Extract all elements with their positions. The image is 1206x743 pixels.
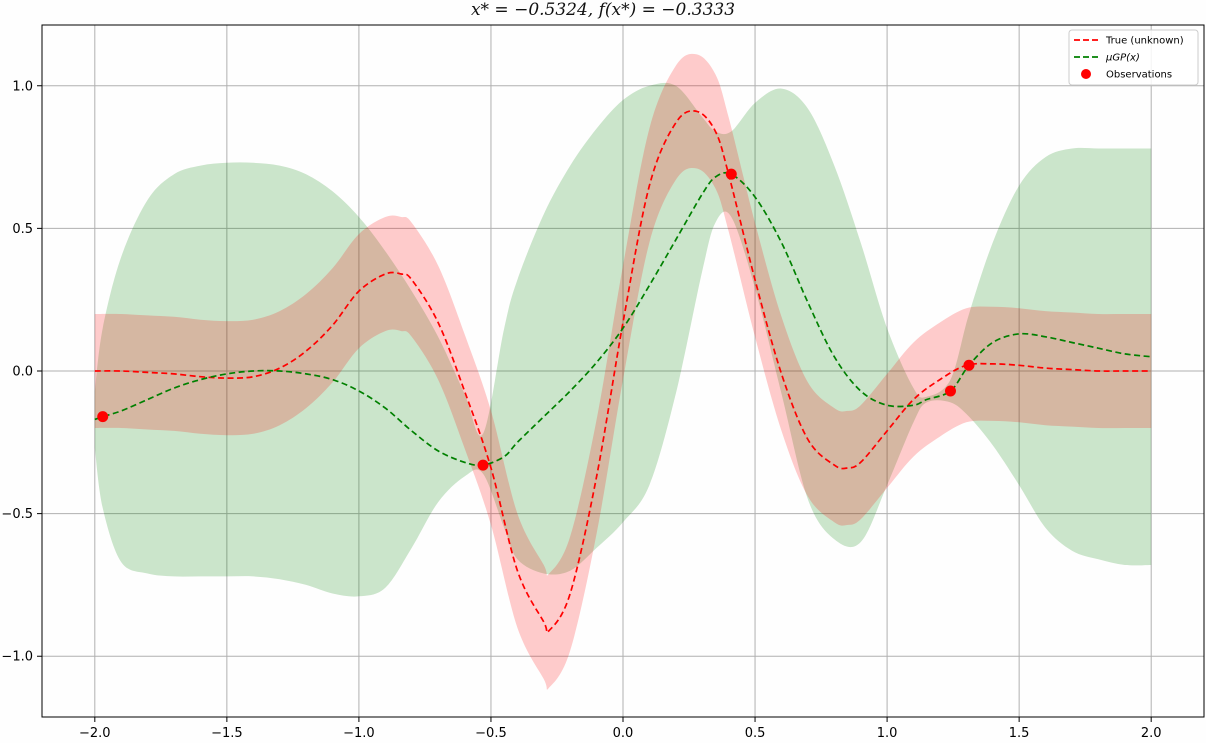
legend-label: True (unknown) — [1105, 36, 1184, 47]
gp-mean-line — [94, 171, 1152, 467]
y-tick-label: 0.0 — [12, 365, 33, 380]
x-tick-label: 0.5 — [745, 726, 766, 739]
observation-point — [963, 359, 975, 371]
observation-point — [725, 168, 737, 180]
y-tick-label: −0.5 — [1, 507, 33, 522]
x-tick-label: 0.0 — [613, 726, 634, 739]
uncertainty-bands — [94, 53, 1152, 690]
y-axis-ticks: −1.0 −0.5 0.0 0.5 1.0 — [1, 79, 42, 665]
x-tick-label: −1.0 — [343, 726, 375, 739]
observation-point — [97, 411, 109, 423]
observation-points — [97, 168, 975, 471]
x-axis-ticks: −2.0 −1.5 −1.0 −0.5 0.0 0.5 1.0 1.5 2.0 — [79, 717, 1162, 741]
x-tick-label: −1.5 — [211, 726, 243, 739]
legend-box — [1068, 29, 1199, 86]
legend: True (unknown) μGP(x) Observations — [1068, 29, 1199, 86]
gp-confidence-band — [94, 82, 1152, 597]
observation-point — [477, 459, 489, 471]
true-function-band — [94, 53, 1152, 690]
observation-point — [944, 385, 956, 397]
legend-label: μGP(x) — [1105, 53, 1140, 64]
y-tick-label: 1.0 — [12, 79, 33, 94]
legend-dot-swatch — [1081, 69, 1091, 79]
legend-label: Observations — [1106, 70, 1172, 81]
x-tick-label: 2.0 — [1141, 726, 1162, 739]
series-lines — [94, 110, 1152, 634]
x-tick-label: 1.0 — [877, 726, 898, 739]
y-tick-label: −1.0 — [1, 650, 33, 665]
grid-lines — [42, 25, 1204, 717]
x-tick-label: 1.5 — [1009, 726, 1030, 739]
x-tick-label: −2.0 — [79, 726, 111, 739]
y-tick-label: 0.5 — [12, 222, 33, 237]
chart-title: x* = −0.5324, f(x*) = −0.3333 — [470, 0, 736, 20]
x-tick-label: −0.5 — [475, 726, 507, 739]
